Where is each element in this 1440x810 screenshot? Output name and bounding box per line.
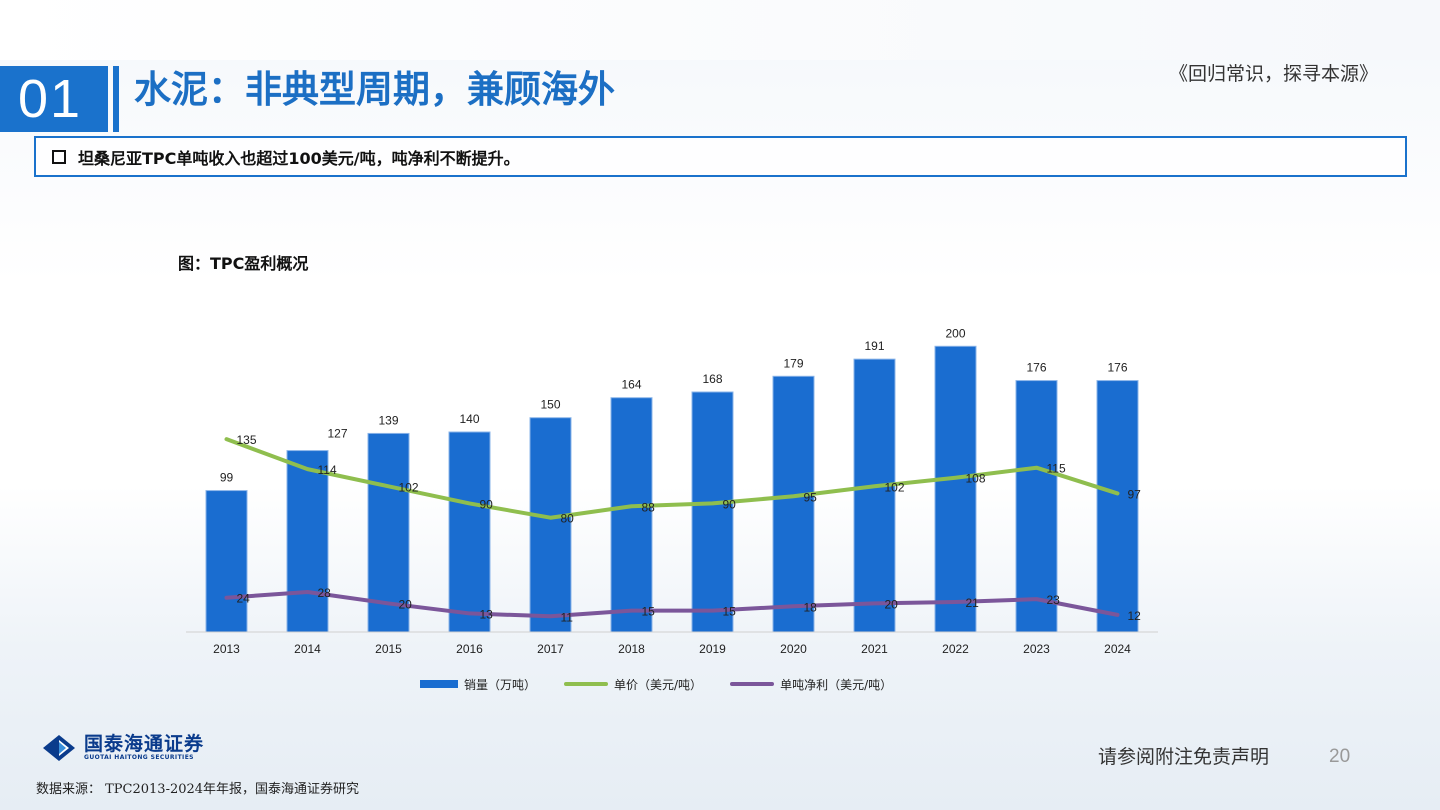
- line-label-1-2023: 115: [1047, 462, 1066, 476]
- x-tick-2021: 2021: [861, 642, 888, 656]
- summary-text: 坦桑尼亚TPC单吨收入也超过100美元/吨，吨净利不断提升。: [78, 148, 520, 168]
- line-label-1-2020: 95: [804, 490, 818, 504]
- bar-label-2016: 140: [459, 412, 479, 426]
- logo-text: 国泰海通证券 GUOTAI HAITONG SECURITIES: [84, 734, 204, 762]
- bar-volume-2013: [205, 490, 248, 633]
- bar-label-2022: 200: [945, 326, 965, 340]
- legend-label-volume: 销量（万吨）: [464, 677, 537, 692]
- line-label-1-2022: 108: [966, 472, 986, 486]
- x-tick-2023: 2023: [1023, 642, 1050, 656]
- line-label-2-2018: 15: [642, 605, 656, 619]
- page-title: 水泥：非典型周期，兼顾海外: [134, 68, 615, 111]
- line-label-1-2013: 135: [237, 433, 257, 447]
- disclaimer-text: 请参阅附注免责声明: [1098, 746, 1270, 768]
- bar-label-2018: 164: [621, 378, 641, 392]
- x-tick-2018: 2018: [618, 642, 645, 656]
- bar-label-2024: 176: [1107, 361, 1127, 375]
- line-label-1-2015: 102: [399, 480, 419, 494]
- legend-label-profit: 单吨净利（美元/吨）: [780, 677, 893, 692]
- bar-label-2023: 176: [1026, 361, 1046, 375]
- chart-legend: 销量（万吨） 单价（美元/吨） 单吨净利（美元/吨）: [420, 674, 920, 694]
- bar-label-2013: 99: [220, 471, 234, 485]
- bar-volume-2020: [772, 375, 815, 633]
- data-source: 数据来源： TPC2013-2024年年报，国泰海通证券研究: [36, 782, 360, 797]
- legend-item-volume: 销量（万吨）: [420, 676, 536, 693]
- bar-volume-2023: [1015, 380, 1058, 633]
- line-label-2-2024: 12: [1128, 609, 1142, 623]
- line-label-2-2015: 20: [399, 597, 413, 611]
- bar-volume-2014: [286, 450, 329, 633]
- bar-label-2014: 127: [327, 427, 347, 441]
- line-label-1-2021: 102: [885, 480, 905, 494]
- header-band: [0, 0, 1440, 60]
- line-series-1: [224, 437, 1120, 520]
- company-logo: 国泰海通证券 GUOTAI HAITONG SECURITIES: [42, 734, 204, 762]
- x-tick-2019: 2019: [699, 642, 726, 656]
- line-label-1-2024: 97: [1128, 487, 1142, 501]
- line-label-2-2017: 11: [561, 610, 574, 624]
- line-label-2-2014: 28: [318, 586, 332, 600]
- bar-label-2019: 168: [702, 372, 722, 386]
- x-tick-2013: 2013: [213, 642, 240, 656]
- x-tick-2017: 2017: [537, 642, 564, 656]
- figure-title: 图：TPC盈利概况: [178, 254, 309, 273]
- line-label-1-2018: 88: [642, 500, 656, 514]
- bar-volume-2022: [934, 345, 977, 633]
- section-number: 01: [0, 66, 108, 132]
- line-label-1-2017: 80: [561, 512, 575, 526]
- legend-swatch-price: [564, 682, 609, 686]
- bar-volume-2019: [691, 391, 734, 633]
- line-label-2-2022: 21: [966, 596, 980, 610]
- section-divider: [113, 66, 119, 132]
- bar-label-2015: 139: [378, 413, 398, 427]
- tpc-profit-chart: 99 127 139 140 150 164 168 179 191 200 176 176 135 11…: [186, 326, 1158, 656]
- page-number: 20: [1329, 746, 1351, 767]
- line-label-1-2014: 114: [318, 463, 337, 477]
- line-label-2-2020: 18: [804, 600, 818, 614]
- legend-item-price: 单价（美元/吨）: [564, 676, 702, 693]
- bar-volume-2017: [529, 417, 572, 633]
- legend-label-price: 单价（美元/吨）: [614, 677, 703, 692]
- line-label-1-2019: 90: [723, 497, 737, 511]
- x-tick-2020: 2020: [780, 642, 807, 656]
- legend-swatch-volume: [420, 680, 458, 688]
- series-title: 《回归常识，探寻本源》: [1168, 63, 1378, 85]
- logo-mark-icon: [43, 735, 75, 761]
- line-label-2-2016: 13: [480, 607, 494, 621]
- bar-volume-2016: [448, 431, 491, 633]
- bar-label-2021: 191: [864, 339, 884, 353]
- legend-item-profit: 单吨净利（美元/吨）: [730, 676, 892, 693]
- line-label-2-2021: 20: [885, 597, 899, 611]
- bar-volume-2018: [610, 397, 653, 633]
- line-label-2-2023: 23: [1047, 593, 1061, 607]
- line-series-2: [224, 590, 1120, 619]
- line-label-1-2016: 90: [480, 497, 494, 511]
- x-tick-2024: 2024: [1104, 642, 1131, 656]
- bar-volume-2024: [1096, 380, 1139, 633]
- x-tick-2016: 2016: [456, 642, 483, 656]
- line-label-2-2013: 24: [237, 592, 251, 606]
- x-tick-2022: 2022: [942, 642, 969, 656]
- logo-cn: 国泰海通证券: [84, 733, 205, 755]
- bar-volume-2021: [853, 358, 896, 633]
- summary-box: 坦桑尼亚TPC单吨收入也超过100美元/吨，吨净利不断提升。: [34, 136, 1407, 177]
- x-tick-2014: 2014: [294, 642, 321, 656]
- bar-volume-2015: [367, 432, 410, 633]
- line-label-2-2019: 15: [723, 605, 737, 619]
- x-tick-2015: 2015: [375, 642, 402, 656]
- square-bullet-icon: [52, 149, 66, 164]
- legend-swatch-profit: [730, 682, 775, 686]
- bar-label-2020: 179: [783, 356, 803, 370]
- logo-en: GUOTAI HAITONG SECURITIES: [84, 754, 194, 761]
- bar-label-2017: 150: [540, 398, 560, 412]
